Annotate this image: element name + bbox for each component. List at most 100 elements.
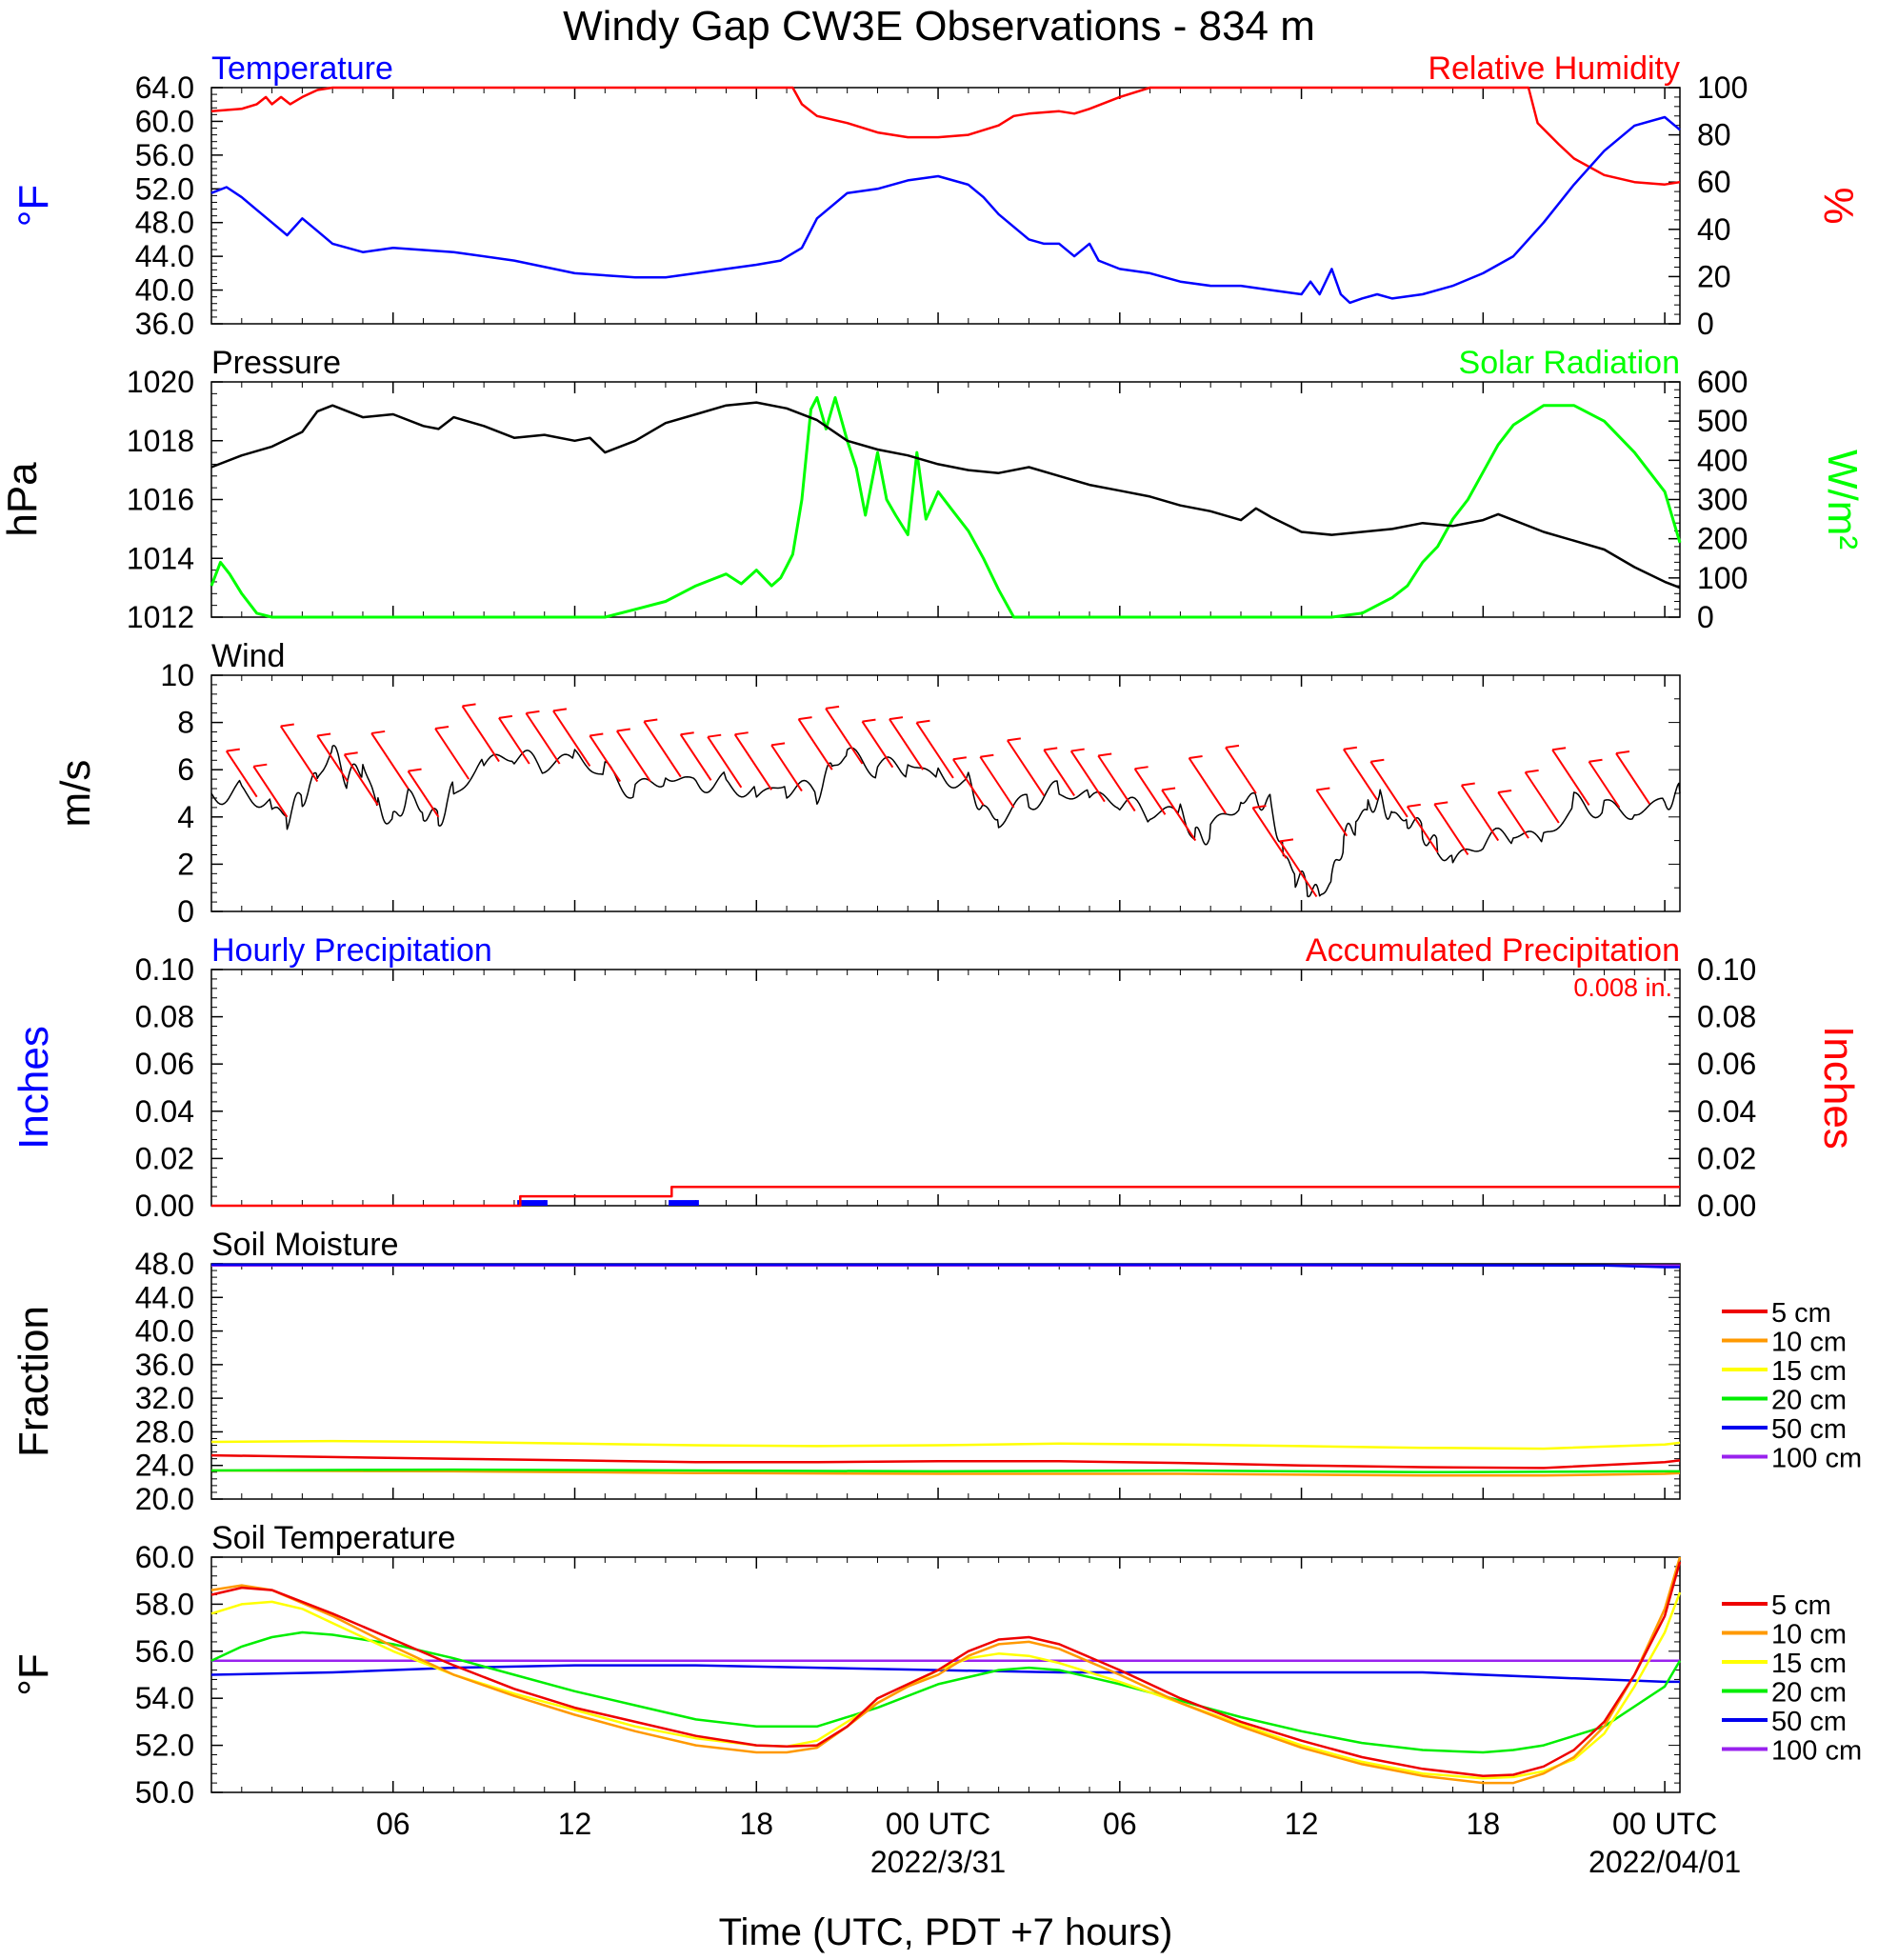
humidity-title: Relative Humidity <box>1428 50 1680 87</box>
soil-series-line-10cm <box>210 1556 1682 1785</box>
wind-barb <box>1343 746 1378 801</box>
y-tick-label: 40.0 <box>135 1314 194 1349</box>
wind-barb-flag <box>589 732 604 737</box>
y-tick-label: 10 <box>160 658 194 692</box>
y-tick-label: 64.0 <box>135 70 194 105</box>
wind-barb <box>279 723 319 783</box>
wind-barb-staff <box>498 717 530 765</box>
hourly-precip-bar <box>517 1200 548 1206</box>
wind-barb-staff <box>461 705 500 763</box>
y-tick-label: 1018 <box>127 424 194 458</box>
wind-barb <box>225 748 258 798</box>
wind-barb <box>979 753 1015 809</box>
humidity-unit-label: % <box>1815 187 1862 224</box>
legend-label: 15 cm <box>1771 1356 1847 1387</box>
y-tick-label: 0.06 <box>1697 1047 1756 1081</box>
wind-barb-flag <box>344 751 358 756</box>
x-tick-label: 06 <box>1103 1807 1137 1841</box>
wind-barb-flag <box>889 716 904 721</box>
wind-barb-staff <box>1615 752 1651 805</box>
wind-barb-staff <box>679 733 712 781</box>
soil-series-line-20cm <box>210 1468 1680 1474</box>
wind-barb <box>1615 750 1651 805</box>
accum-precip-unit-label: Inches <box>1815 1026 1862 1150</box>
soil-series-line-15cm <box>210 1591 1682 1780</box>
wind-barb-staff <box>343 753 379 806</box>
soil-moisture-title: Soil Moisture <box>211 1227 399 1263</box>
hourly-precip-title: Hourly Precipitation <box>211 932 492 969</box>
wind-barb-staff <box>861 721 894 769</box>
wind-barb-flag <box>1007 737 1021 742</box>
soil-series-line-10cm <box>210 1469 1681 1477</box>
wind-barb-staff <box>1251 807 1288 859</box>
wind-barb <box>1069 748 1106 803</box>
y-tick-label: 1012 <box>127 600 194 634</box>
wind-barb-flag <box>1525 769 1539 773</box>
y-tick-label: 2 <box>177 847 194 881</box>
solar-title: Solar Radiation <box>1459 345 1680 381</box>
y-tick-label: 6 <box>177 752 194 787</box>
wind-barb-staff <box>1406 806 1439 853</box>
wind-barb-staff <box>770 744 803 792</box>
wind-barb-staff <box>1551 749 1590 806</box>
y-tick-label: 0.04 <box>1697 1094 1756 1129</box>
wind-barb <box>643 718 682 778</box>
wind-barb-staff <box>825 708 864 765</box>
wind-barb-staff <box>797 718 833 770</box>
wind-barb-flag <box>1252 805 1267 810</box>
panel-1: 36.040.044.048.052.056.060.064.0 0 20 40 60 8… <box>10 50 1862 341</box>
soil-series-line-5cm <box>210 1453 1681 1470</box>
wind-barb <box>461 703 500 763</box>
y-tick-label: 500 <box>1697 404 1748 438</box>
wind-barb <box>1043 747 1075 797</box>
wind-barb-flag <box>1588 758 1603 763</box>
wind-barb-flag <box>226 748 240 752</box>
pressure-line <box>210 401 1681 590</box>
y-tick-label: 44.0 <box>135 239 194 273</box>
wind-barb-staff <box>1343 749 1378 801</box>
accum-precip-title: Accumulated Precipitation <box>1306 932 1680 969</box>
wind-barb <box>952 756 985 806</box>
y-tick-label: 4 <box>177 800 194 834</box>
wind-barb <box>1406 803 1439 853</box>
y-tick-label: 1016 <box>127 483 194 517</box>
y-tick-label: 0.08 <box>135 1000 194 1034</box>
y-tick-label: 56.0 <box>135 1634 194 1669</box>
wind-barb <box>1551 747 1590 806</box>
wind-barb-flag <box>1316 787 1330 791</box>
wind-barb-flag <box>708 733 722 738</box>
soil-temperature-title: Soil Temperature <box>211 1520 455 1556</box>
x-tick-label: 00 UTC <box>886 1807 990 1841</box>
wind-barb-staff <box>525 712 561 765</box>
hourly-precip-bar <box>669 1200 699 1206</box>
wind-barb-staff <box>643 720 682 778</box>
wind-barb <box>1369 758 1408 818</box>
wind-barb-staff <box>252 766 289 818</box>
wind-barb-flag <box>952 756 967 761</box>
solar-line <box>210 396 1682 619</box>
wind-barb <box>1433 801 1469 856</box>
panels: 36.040.044.048.052.056.060.064.002040608… <box>0 50 1866 1810</box>
y-tick-label: 56.0 <box>135 138 194 172</box>
wind-barb-staff <box>1524 771 1560 824</box>
x-tick-label: 12 <box>558 1807 592 1841</box>
wind-barb-flag <box>1279 838 1294 843</box>
wind-barb-flag <box>253 763 268 768</box>
legend-label: 50 cm <box>1771 1707 1847 1737</box>
wind-barb-flag <box>825 705 840 710</box>
y-tick-label: 0.04 <box>135 1094 194 1129</box>
wind-barb-staff <box>1315 789 1349 837</box>
y-tick-label: 48.0 <box>135 1247 194 1281</box>
wind-barb <box>316 732 349 783</box>
legend-label: 50 cm <box>1771 1414 1847 1445</box>
y-tick-label: 20.0 <box>135 1482 194 1516</box>
wind-barb-flag <box>1189 754 1203 759</box>
temperature-line <box>210 115 1681 305</box>
wind-barb <box>770 742 803 792</box>
panel-5: 20.024.028.032.036.040.044.048.0 Soil Moi… <box>10 1227 1681 1516</box>
wind-barb-flag <box>1044 747 1058 751</box>
y-tick-label: 54.0 <box>135 1681 194 1715</box>
y-tick-label: 48.0 <box>135 206 194 240</box>
wind-barb <box>615 728 651 783</box>
